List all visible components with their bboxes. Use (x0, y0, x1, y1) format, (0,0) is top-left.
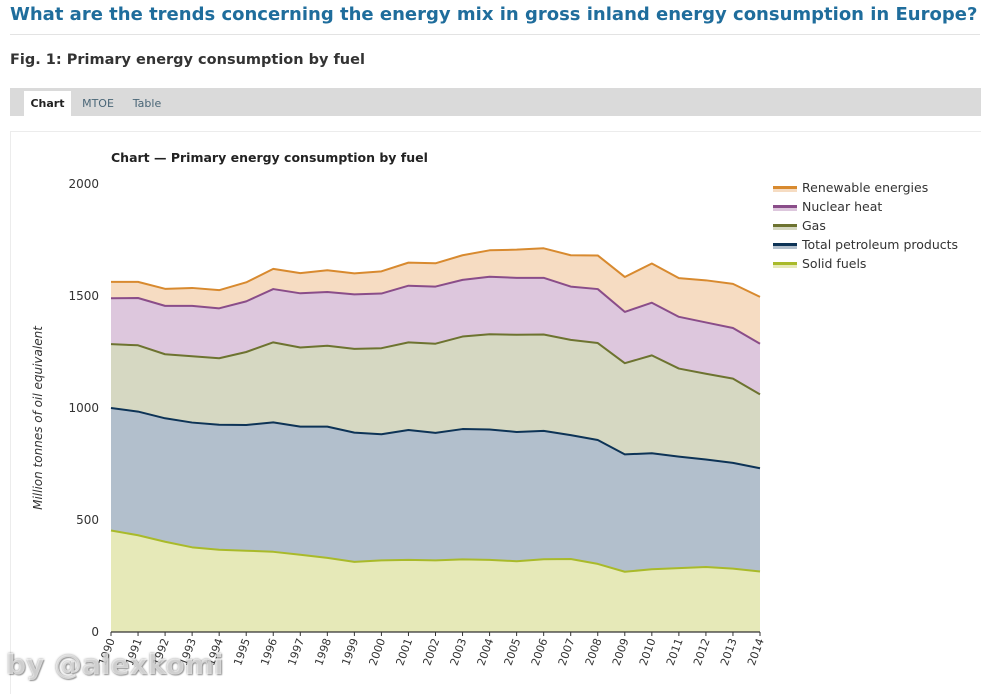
chart-panel: 0 500 1000 1500 2000 1990 1991 1992 1993 1994 1995… (10, 131, 981, 694)
line-nuclear-heat (110, 275, 761, 345)
tab-mtoe[interactable]: MTOE (82, 97, 114, 110)
x-tick-label: 1997 (285, 637, 307, 668)
x-tick-label: 1990 (96, 637, 118, 668)
stacked-area-chart: 0 500 1000 1500 2000 1990 1991 1992 1993 1994 1995… (31, 150, 958, 668)
chart-title: Chart — Primary energy consumption by fu… (111, 150, 428, 165)
area-nuclear-heat (111, 276, 760, 395)
legend-swatch-fill (773, 208, 797, 211)
legend-swatch (773, 186, 797, 190)
tab-table[interactable]: Table (132, 97, 162, 110)
line-renewable-energies (111, 247, 761, 298)
y-tick-label: 1500 (68, 289, 99, 303)
x-tick-label: 1994 (204, 637, 226, 668)
x-tick-label: 2001 (393, 637, 415, 668)
x-tick-label: 2004 (475, 637, 497, 668)
tab-chart[interactable]: Chart (24, 91, 71, 116)
x-tick-label: 1998 (312, 637, 334, 668)
x-tick-label: 2010 (637, 637, 659, 668)
figure-title: Fig. 1: Primary energy consumption by fu… (10, 52, 365, 68)
x-tick-label: 2007 (556, 637, 578, 668)
legend-swatch (773, 205, 797, 209)
y-tick-label: 500 (76, 513, 99, 527)
x-tick-label: 1996 (258, 637, 280, 668)
x-tick-label: 2012 (691, 637, 713, 668)
legend-label: Nuclear heat (802, 199, 882, 214)
y-tick-label: 0 (91, 625, 99, 639)
x-tick-label: 2002 (421, 637, 443, 668)
x-tick-label: 2005 (502, 637, 524, 668)
heading-divider (10, 34, 980, 35)
x-tick-label: 2008 (583, 637, 605, 668)
legend-swatch-fill (773, 246, 797, 249)
area-renewable-energies (111, 248, 760, 344)
x-tick-label: 2000 (366, 637, 388, 668)
area-total-petroleum-products (111, 408, 760, 572)
x-tick-label: 1993 (177, 637, 199, 668)
legend-swatch-fill (773, 227, 797, 230)
x-tick-label: 1999 (339, 637, 361, 668)
legend-swatch (773, 262, 797, 266)
line-gas (110, 333, 761, 396)
y-tick-label: 2000 (68, 177, 99, 191)
x-tick-label: 1992 (150, 637, 172, 668)
line-solid-fuels (110, 529, 761, 573)
legend-swatch-fill (773, 265, 797, 268)
y-tick-label: 1000 (68, 401, 99, 415)
x-tick-label: 2009 (610, 637, 632, 668)
line-total-petroleum-products (110, 407, 761, 470)
legend-swatch (773, 224, 797, 228)
y-axis-label: Million tonnes of oil equivalent (31, 325, 45, 510)
tab-bar: Chart MTOE Table (10, 88, 981, 116)
legend-label: Renewable energies (802, 180, 928, 195)
x-tick-label: 2006 (529, 637, 551, 668)
legend-label: Gas (802, 218, 826, 233)
x-tick-label: 1991 (123, 637, 145, 668)
legend-label: Total petroleum products (801, 237, 958, 252)
x-tick-label: 2003 (448, 637, 470, 668)
legend-label: Solid fuels (802, 256, 866, 271)
page-heading: What are the trends concerning the energ… (10, 4, 978, 25)
x-tick-label: 2011 (664, 637, 686, 668)
area-gas (111, 334, 760, 469)
x-tick-label: 2014 (745, 637, 767, 668)
x-tick-label: 1995 (231, 637, 253, 668)
legend-swatch-fill (773, 189, 797, 192)
legend-swatch (773, 243, 797, 247)
area-solid-fuels (111, 530, 760, 632)
x-tick-label: 2013 (718, 637, 740, 668)
